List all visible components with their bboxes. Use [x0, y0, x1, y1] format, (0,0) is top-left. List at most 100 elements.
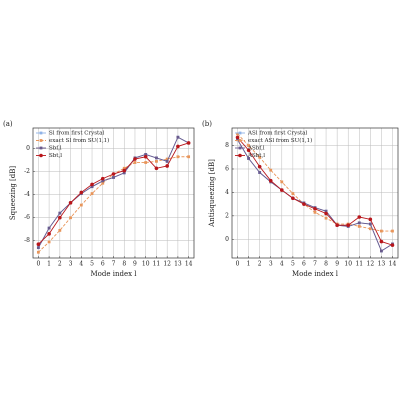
point [122, 168, 127, 173]
legend-marker [39, 153, 43, 158]
point [58, 211, 62, 215]
x-tick-label: 13 [378, 261, 386, 268]
point [379, 239, 384, 244]
point [324, 211, 328, 216]
legend-marker [238, 153, 242, 158]
point [380, 229, 383, 233]
x-tick-label: 1 [47, 261, 51, 268]
legend-marker [39, 131, 43, 135]
point [187, 155, 191, 159]
legend-label: ASl from first Crystal [247, 131, 308, 137]
point [133, 157, 137, 161]
x-tick-label: 0 [36, 261, 40, 268]
point [36, 242, 41, 246]
point [324, 209, 328, 213]
point [36, 250, 40, 254]
x-tick-label: 10 [142, 261, 150, 268]
point [47, 240, 51, 244]
point [154, 166, 159, 171]
legend-marker [238, 146, 242, 150]
x-tick-label: 7 [112, 261, 116, 268]
x-tick-label: 2 [258, 261, 262, 268]
x-tick-label: 6 [302, 261, 306, 268]
point [155, 156, 158, 160]
y-tick-label: 8 [225, 142, 229, 149]
point [90, 182, 94, 187]
point [368, 222, 372, 226]
y-axis-label: Antisqueezing [dB] [208, 159, 216, 228]
point [79, 190, 84, 195]
x-axis-label: Mode index l [292, 270, 339, 278]
legend-label: Sl from first Crystal [49, 131, 105, 137]
y-tick-label: 4 [225, 189, 229, 196]
point [291, 196, 295, 201]
point [313, 210, 317, 214]
point [101, 179, 105, 183]
point [313, 207, 317, 211]
point [335, 223, 339, 228]
panel-label: (a) [3, 120, 13, 128]
x-tick-label: 6 [101, 261, 105, 268]
point [122, 171, 126, 175]
x-tick-label: 9 [133, 261, 137, 268]
point [357, 215, 362, 219]
x-tick-label: 5 [291, 261, 295, 268]
x-tick-label: 12 [163, 261, 171, 268]
point [391, 229, 394, 233]
point [133, 161, 137, 164]
point [247, 144, 250, 147]
point [380, 249, 383, 253]
point [357, 221, 361, 225]
point [69, 216, 72, 220]
point [90, 185, 94, 189]
legend-label: exact Sl from SU(1,1) [49, 137, 109, 144]
legend-marker [39, 146, 43, 150]
point [144, 153, 148, 156]
legend-label: ASbt,l [247, 153, 265, 159]
point [101, 181, 105, 185]
point [144, 161, 148, 164]
legend-label: ASbf,l [247, 146, 265, 152]
y-tick-label: 6 [225, 165, 229, 172]
x-tick-label: 8 [122, 261, 126, 268]
point [368, 227, 372, 231]
point [176, 155, 180, 159]
point [280, 188, 284, 192]
x-tick-label: 0 [236, 261, 240, 268]
x-tick-label: 13 [174, 261, 182, 268]
point [246, 148, 251, 153]
point [165, 164, 169, 168]
legend-label: Sbt,l [49, 153, 62, 159]
x-tick-label: 2 [58, 261, 62, 268]
point [47, 226, 51, 230]
point [247, 157, 250, 160]
y-tick-label: 0 [26, 145, 30, 152]
legend-marker [238, 131, 242, 135]
point [268, 178, 273, 183]
point [58, 228, 62, 232]
point [258, 155, 262, 159]
x-tick-label: 3 [69, 261, 73, 268]
x-axis-label: Mode index l [90, 270, 137, 278]
x-tick-label: 11 [153, 261, 161, 268]
legend-marker [39, 139, 43, 142]
y-tick-label: 2 [225, 212, 229, 219]
point [390, 243, 395, 247]
point [79, 203, 83, 207]
point [235, 135, 240, 140]
x-tick-label: 8 [324, 261, 328, 268]
point [257, 164, 262, 169]
point [176, 135, 180, 139]
point [368, 217, 373, 222]
x-tick-label: 7 [313, 261, 317, 268]
point [100, 176, 105, 181]
x-tick-label: 10 [344, 261, 352, 268]
point [165, 159, 169, 163]
legend-label: exact ASl from SU(1,1) [248, 137, 312, 144]
point [47, 232, 51, 236]
point [122, 166, 126, 170]
point [111, 172, 116, 176]
y-axis-label: Squeezing [dB] [9, 166, 17, 221]
plot-frame [231, 127, 399, 259]
